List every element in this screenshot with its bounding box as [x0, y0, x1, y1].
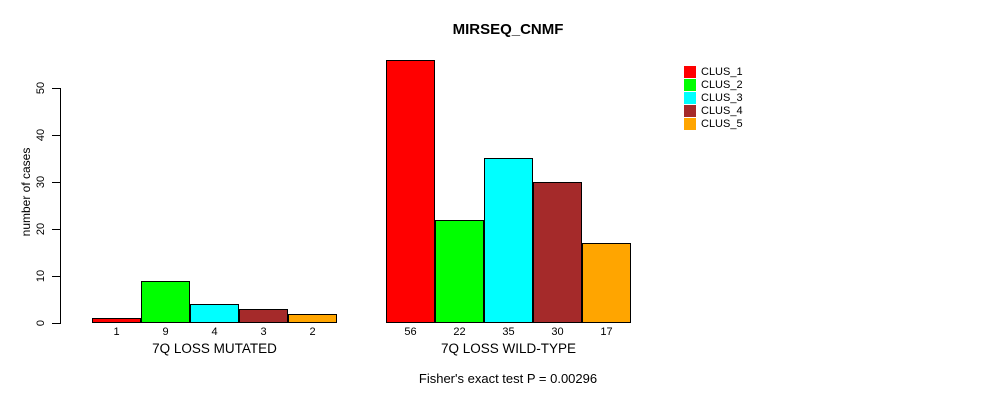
bar-value-label: 35	[502, 326, 515, 338]
bar-value-label: 22	[453, 326, 466, 338]
legend-item-clus_5: CLUS_5	[684, 117, 743, 130]
bar-value-label: 17	[600, 326, 613, 338]
bar-value-label: 2	[309, 326, 316, 338]
legend-swatch-clus_5	[684, 117, 696, 130]
y-axis-tick-label: 50	[35, 81, 47, 95]
y-axis-tick	[52, 182, 60, 183]
legend-swatch-clus_4	[684, 104, 696, 117]
bar-7q-loss-wild-type-clus_2	[435, 220, 484, 323]
bar-value-label: 3	[260, 326, 267, 338]
y-axis-tick	[52, 229, 60, 230]
bar-7q-loss-wild-type-clus_3	[484, 158, 533, 323]
fisher-test-annotation: Fisher's exact test P = 0.00296	[418, 371, 598, 386]
bar-7q-loss-mutated-clus_4	[239, 309, 288, 323]
y-axis-tick	[52, 276, 60, 277]
bar-7q-loss-wild-type-clus_5	[582, 243, 631, 323]
legend-label: CLUS_2	[701, 78, 743, 91]
bar-7q-loss-wild-type-clus_1	[386, 60, 435, 323]
bar-value-label: 9	[162, 326, 169, 338]
legend-label: CLUS_3	[701, 91, 743, 104]
y-axis-tick-label: 40	[35, 128, 47, 142]
legend-item-clus_4: CLUS_4	[684, 104, 743, 117]
y-axis-tick-label: 0	[35, 319, 47, 327]
bar-7q-loss-mutated-clus_3	[190, 304, 239, 323]
bar-7q-loss-mutated-clus_1	[92, 318, 141, 323]
bar-7q-loss-mutated-clus_2	[141, 281, 190, 323]
legend-swatch-clus_1	[684, 65, 696, 78]
legend-swatch-clus_3	[684, 91, 696, 104]
legend-item-clus_3: CLUS_3	[684, 91, 743, 104]
y-axis-tick	[52, 323, 60, 324]
bar-7q-loss-wild-type-clus_4	[533, 182, 582, 323]
y-axis-label: number of cases	[19, 147, 33, 237]
legend-item-clus_2: CLUS_2	[684, 78, 743, 91]
bar-value-label: 30	[551, 326, 564, 338]
bar-value-label: 56	[404, 326, 417, 338]
y-axis-tick	[52, 88, 60, 89]
legend-item-clus_1: CLUS_1	[684, 65, 743, 78]
y-axis-tick	[52, 135, 60, 136]
legend-label: CLUS_5	[701, 117, 743, 130]
y-axis-line	[60, 88, 61, 324]
legend-swatch-clus_2	[684, 78, 696, 91]
y-axis-tick-label: 20	[35, 222, 47, 236]
legend: CLUS_1 CLUS_2 CLUS_3 CLUS_4 CLUS_5	[684, 65, 743, 130]
bar-value-label: 1	[113, 326, 120, 338]
y-axis-tick-label: 30	[35, 175, 47, 189]
group-label: 7Q LOSS WILD-TYPE	[440, 341, 577, 356]
chart-title: MIRSEQ_CNMF	[452, 21, 564, 38]
bar-7q-loss-mutated-clus_5	[288, 314, 337, 323]
legend-label: CLUS_4	[701, 104, 743, 117]
bar-value-label: 4	[211, 326, 218, 338]
legend-label: CLUS_1	[701, 65, 743, 78]
y-axis-tick-label: 10	[35, 269, 47, 283]
group-label: 7Q LOSS MUTATED	[152, 341, 277, 356]
